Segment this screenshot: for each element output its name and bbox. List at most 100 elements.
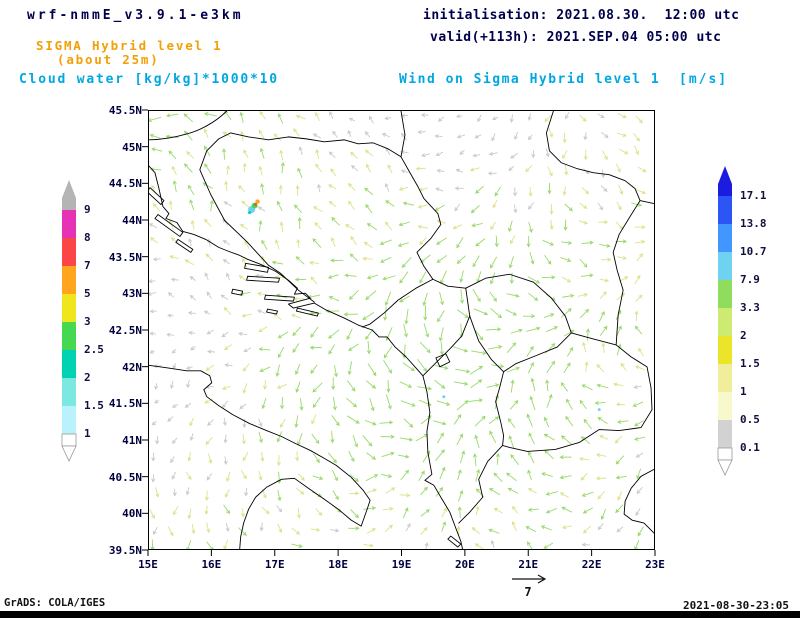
wind-speed-colorbar-level-label: 0.1	[740, 441, 760, 454]
wind-speed-colorbar-level-label: 13.8	[740, 217, 767, 230]
island-lastovo	[266, 308, 278, 315]
cloud-water-colorbar-level-label: 5	[84, 287, 91, 300]
cloud-water-colorbar-segment	[62, 198, 76, 210]
cloud-water-colorbar-segment	[62, 238, 76, 266]
wind-speed-colorbar-segment	[718, 420, 732, 448]
wind-speed-colorbar-level-label: 1	[740, 385, 747, 398]
wind-field-label: Wind on Sigma Hybrid level 1	[399, 72, 661, 87]
island-corfu	[447, 535, 462, 548]
cloud-water-colorbar-level-label: 3	[84, 315, 91, 328]
valid-time-label: valid(+113h): 2021.SEP.04 05:00 utc	[430, 30, 722, 45]
wind-speed-colorbar-up-arrow	[718, 166, 732, 184]
lat-tick-label: 39.5N	[108, 544, 142, 557]
wind-speed-colorbar-down-arrow	[717, 459, 733, 476]
island-pag	[149, 187, 165, 206]
cloud-water-colorbar-below-segment	[61, 433, 77, 447]
lon-tick-label: 20E	[454, 558, 475, 571]
lon-tick-label: 22E	[581, 558, 602, 571]
cloud-water-colorbar-level-label: 8	[84, 231, 91, 244]
lat-tick-label: 44N	[122, 214, 142, 227]
wind-speed-colorbar-segment	[718, 364, 732, 392]
cloud-water-colorbar-level-label: 1	[84, 427, 91, 440]
lat-tick-label: 43N	[122, 287, 142, 301]
level-label-line1: SIGMA Hybrid level 1	[36, 38, 223, 53]
island-mljet	[295, 307, 319, 317]
map	[149, 111, 654, 549]
lon-tick-label: 16E	[201, 558, 222, 571]
coastline-borders-layer	[149, 111, 654, 549]
cloud-water-colorbar-segment	[62, 406, 76, 434]
island-dugi-otok	[154, 214, 184, 237]
border-albania-macedonia	[495, 371, 505, 446]
wind-arrows-layer	[149, 111, 647, 549]
wind-speed-colorbar-level-label: 7.9	[740, 273, 760, 286]
cloud-water-colorbar-up-arrow	[62, 180, 76, 198]
lat-tick-label: 40N	[122, 507, 142, 521]
reference-vector-arrow	[512, 574, 547, 584]
map-frame	[148, 110, 655, 550]
cloud-water-blob	[248, 199, 601, 412]
lat-tick-label: 42N	[122, 360, 142, 374]
lat-tick-label: 41N	[122, 434, 142, 447]
cloud-water-colorbar-segment	[62, 322, 76, 350]
coastline-east-adriatic	[149, 165, 463, 549]
level-label-line2: (about 25m)	[57, 52, 160, 67]
border-kosovo	[465, 273, 572, 373]
lat-tick-label: 45N	[122, 140, 142, 154]
lon-tick-label: 21E	[518, 558, 539, 571]
lat-tick-label: 45.5N	[108, 104, 142, 117]
border-macedonia-greece	[502, 409, 653, 452]
border-slovenia-croatia	[149, 111, 228, 141]
lat-tick-label: 41.5N	[108, 397, 142, 411]
border-serbia-macedonia	[570, 332, 617, 346]
island-korcula	[264, 294, 295, 302]
lon-tick-label: 19E	[391, 558, 412, 571]
border-montenegro-serbia	[432, 278, 467, 289]
wind-speed-colorbar-segment	[718, 196, 732, 224]
lat-tick-label: 43.5N	[108, 250, 142, 264]
cloud-water-colorbar-segment	[62, 378, 76, 406]
lon-tick-label: 17E	[264, 558, 285, 571]
lat-tick-label: 44.5N	[108, 177, 142, 191]
wind-speed-colorbar-level-label: 17.1	[740, 189, 767, 202]
border-albania-greece	[458, 445, 504, 524]
border-montenegro-albania	[422, 315, 471, 377]
island-hvar	[246, 275, 280, 283]
wind-speed-colorbar-segment	[718, 252, 732, 280]
cloud-water-colorbar-level-label: 9	[84, 203, 91, 216]
lon-tick-label: 23E	[645, 558, 665, 571]
island-kornati	[175, 238, 194, 253]
cloud-water-colorbar-level-label: 7	[84, 259, 91, 272]
cloud-water-colorbar-level-label: 1.5	[84, 399, 104, 412]
lake-scutari	[435, 353, 451, 368]
cloud-water-field-label: Cloud water [kg/kg]*1000*10	[19, 72, 279, 87]
reference-vector-label: 7	[524, 585, 532, 599]
cloud-water-colorbar-segment	[62, 350, 76, 378]
island-vis	[231, 288, 244, 296]
wind-speed-colorbar-segment	[718, 392, 732, 420]
lat-tick-label: 40.5N	[108, 470, 142, 484]
coastline-thermaic-gulf	[623, 468, 654, 534]
wind-speed-colorbar-segment	[718, 336, 732, 364]
lat-tick-label: 42.5N	[108, 324, 142, 337]
wind-speed-colorbar-level-label: 1.5	[740, 357, 760, 370]
wind-speed-colorbar-segment	[718, 224, 732, 252]
wind-speed-colorbar-level-label: 10.7	[740, 245, 767, 258]
cloud-water-colorbar-down-arrow	[61, 445, 77, 462]
wind-units-label: [m/s]	[679, 72, 729, 87]
wind-speed-colorbar-segment	[718, 184, 732, 196]
border-serbia-romania-bulgaria	[545, 111, 654, 411]
wind-speed-colorbar-below-segment	[717, 447, 733, 461]
border-bosnia-loop	[199, 132, 442, 328]
cloud-water-colorbar-segment	[62, 266, 76, 294]
wind-speed-colorbar-level-label: 0.5	[740, 413, 760, 426]
cloud-water-colorbar-segment	[62, 294, 76, 322]
cloud-water-colorbar-segment	[62, 210, 76, 238]
grads-credit: GrADS: COLA/IGES	[4, 597, 106, 609]
border-croatia-serbia	[400, 111, 406, 158]
coastline-italy	[149, 364, 371, 549]
island-brac	[244, 262, 269, 273]
init-time-label: initialisation: 2021.08.30. 12:00 utc	[423, 8, 740, 23]
cloud-water-colorbar-level-label: 2.5	[84, 343, 104, 356]
